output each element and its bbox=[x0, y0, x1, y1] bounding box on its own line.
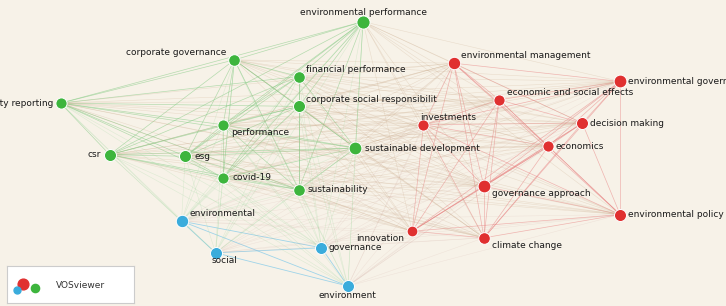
Point bbox=[614, 79, 626, 84]
Point bbox=[54, 101, 66, 106]
Point bbox=[407, 229, 418, 233]
Text: financial performance: financial performance bbox=[306, 65, 406, 74]
Text: performance: performance bbox=[231, 128, 289, 136]
Point bbox=[357, 19, 369, 24]
Point bbox=[478, 184, 490, 189]
Text: innovation: innovation bbox=[356, 234, 404, 243]
Text: corporate social responsibilit: corporate social responsibilit bbox=[306, 95, 437, 104]
Point bbox=[217, 176, 229, 181]
Point bbox=[229, 58, 240, 62]
Text: social: social bbox=[212, 256, 237, 265]
Point bbox=[417, 122, 429, 127]
Text: environmental management: environmental management bbox=[461, 51, 591, 60]
Text: environmental governance: environmental governance bbox=[628, 77, 726, 86]
Text: economic and social effects: economic and social effects bbox=[507, 88, 633, 97]
Point bbox=[576, 121, 588, 125]
Point bbox=[217, 122, 229, 127]
Point bbox=[342, 284, 354, 289]
Text: environmental policy: environmental policy bbox=[628, 210, 723, 219]
Text: governance approach: governance approach bbox=[492, 189, 590, 198]
Point bbox=[176, 219, 187, 224]
Text: sustainability reporting: sustainability reporting bbox=[0, 99, 53, 108]
Point bbox=[293, 104, 304, 109]
Text: environmental performance: environmental performance bbox=[300, 8, 426, 17]
Point bbox=[104, 152, 115, 157]
Point bbox=[350, 146, 362, 151]
Text: decision making: decision making bbox=[590, 118, 664, 128]
Text: covid-19: covid-19 bbox=[232, 174, 272, 182]
Text: csr: csr bbox=[87, 150, 101, 159]
Text: economics: economics bbox=[556, 142, 604, 151]
Point bbox=[293, 187, 304, 192]
Text: environmental: environmental bbox=[189, 209, 255, 218]
Text: investments: investments bbox=[420, 113, 476, 122]
Point bbox=[179, 154, 191, 159]
Text: governance: governance bbox=[329, 243, 383, 252]
Point bbox=[448, 61, 460, 66]
Point bbox=[293, 74, 304, 79]
Point bbox=[316, 245, 327, 250]
Text: corporate governance: corporate governance bbox=[126, 48, 227, 57]
Text: sustainability: sustainability bbox=[308, 185, 368, 194]
Text: esg: esg bbox=[195, 152, 211, 161]
Point bbox=[478, 235, 490, 240]
Text: climate change: climate change bbox=[492, 241, 562, 250]
Point bbox=[542, 144, 554, 149]
Point bbox=[210, 250, 221, 255]
Point bbox=[494, 97, 505, 102]
Text: environment: environment bbox=[319, 291, 377, 300]
Text: sustainable development: sustainable development bbox=[364, 144, 479, 152]
Point bbox=[614, 212, 626, 217]
